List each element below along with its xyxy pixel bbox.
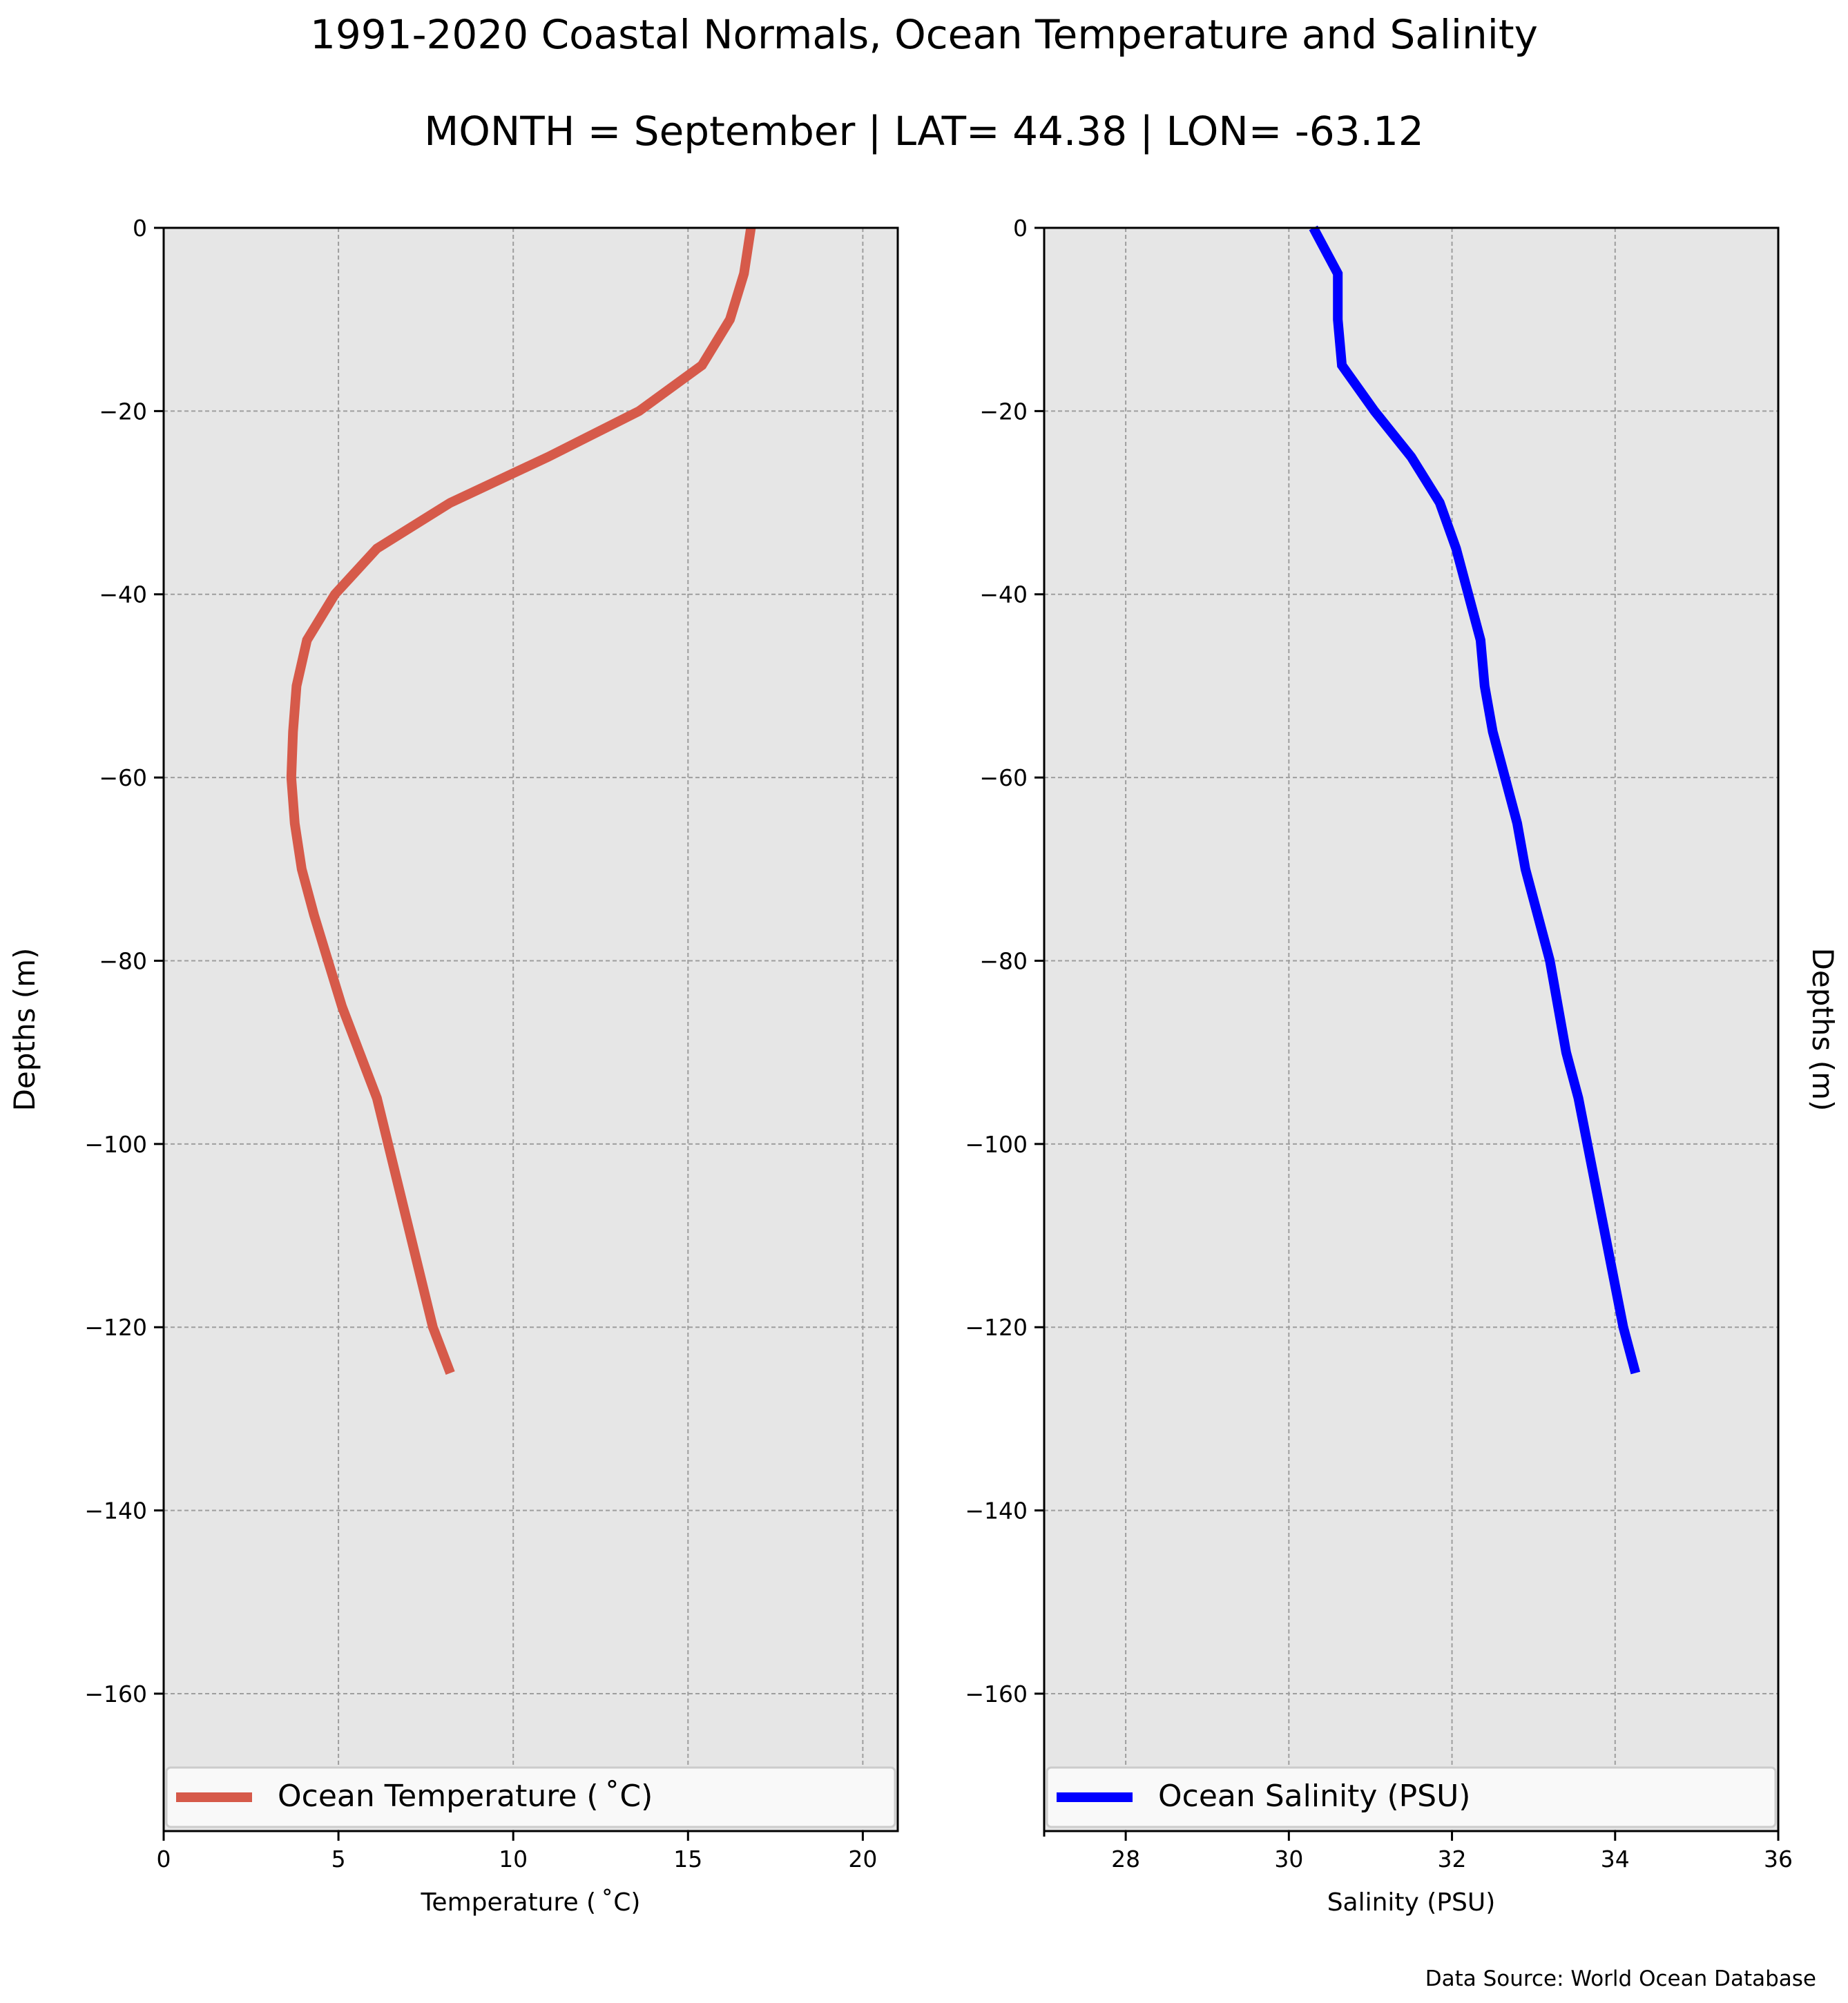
x-tick-label: 10 xyxy=(499,1846,528,1873)
legend: Ocean Salinity (PSU) xyxy=(1046,1766,1777,1828)
x-axis-label: Temperature ( ˚C) xyxy=(421,1888,641,1917)
series-line-ocean-salinity xyxy=(1309,225,1641,1375)
y-tick-label: −80 xyxy=(99,947,147,974)
y-tick-label: −140 xyxy=(84,1498,147,1525)
y-tick-label: −120 xyxy=(84,1314,147,1341)
chart-subtitle: MONTH = September | LAT= 44.38 | LON= -6… xyxy=(424,108,1424,155)
x-tick-label: 32 xyxy=(1438,1846,1467,1873)
plot-area xyxy=(164,228,898,1831)
legend-label: Ocean Temperature ( ˚C) xyxy=(278,1779,653,1814)
y-tick-label: −140 xyxy=(965,1498,1028,1525)
x-tick-label: 5 xyxy=(331,1846,346,1873)
y-axis-label-right: Depths (m) xyxy=(1806,948,1840,1112)
salinity-profile-chart: 0 −20 −40 −60 −80 −100 −120 −140 −160 28 30 32 34 36 S… xyxy=(965,215,1840,1917)
series-line-ocean-temperature xyxy=(286,226,756,1375)
y-tick-label: −60 xyxy=(99,764,147,791)
y-axis-label: Depths (m) xyxy=(8,948,41,1112)
temperature-profile-chart: 0 −20 −40 −60 −80 −100 −120 −140 −160 0 5 10 15 20 Tem… xyxy=(8,215,899,1917)
legend-label: Ocean Salinity (PSU) xyxy=(1158,1779,1470,1814)
legend: Ocean Temperature ( ˚C) xyxy=(165,1766,896,1828)
y-tick-label: −100 xyxy=(965,1131,1028,1158)
chart-title: 1991-2020 Coastal Normals, Ocean Tempera… xyxy=(310,11,1538,58)
data-source-note: Data Source: World Ocean Database xyxy=(1425,1966,1816,1991)
x-tick-label: 36 xyxy=(1764,1846,1793,1873)
y-tick-label: −40 xyxy=(99,581,147,608)
x-tick-label: 34 xyxy=(1601,1846,1630,1873)
x-axis-label: Salinity (PSU) xyxy=(1327,1888,1496,1917)
x-tick-label: 28 xyxy=(1111,1846,1140,1873)
y-tick-label: −20 xyxy=(99,398,147,425)
plot-area xyxy=(1044,228,1778,1831)
y-tick-label: −160 xyxy=(965,1681,1028,1707)
axes-frame xyxy=(1043,226,1780,1832)
y-tick-label: −120 xyxy=(965,1314,1028,1341)
legend-box xyxy=(1046,1766,1777,1828)
y-tick-label: 0 xyxy=(133,215,147,242)
y-tick-label: 0 xyxy=(1013,215,1028,242)
y-tick-label: −80 xyxy=(979,947,1028,974)
x-tick-label: 30 xyxy=(1274,1846,1303,1873)
legend-box xyxy=(165,1766,896,1828)
y-tick-label: −40 xyxy=(979,581,1028,608)
y-tick-label: −100 xyxy=(84,1131,147,1158)
y-tick-label: −20 xyxy=(979,398,1028,425)
y-tick-label: −160 xyxy=(84,1681,147,1707)
x-tick-label: 0 xyxy=(157,1846,171,1873)
x-tick-label: 20 xyxy=(848,1846,877,1873)
axes-frame xyxy=(162,226,899,1832)
y-tick-label: −60 xyxy=(979,764,1028,791)
x-tick-label: 15 xyxy=(673,1846,702,1873)
